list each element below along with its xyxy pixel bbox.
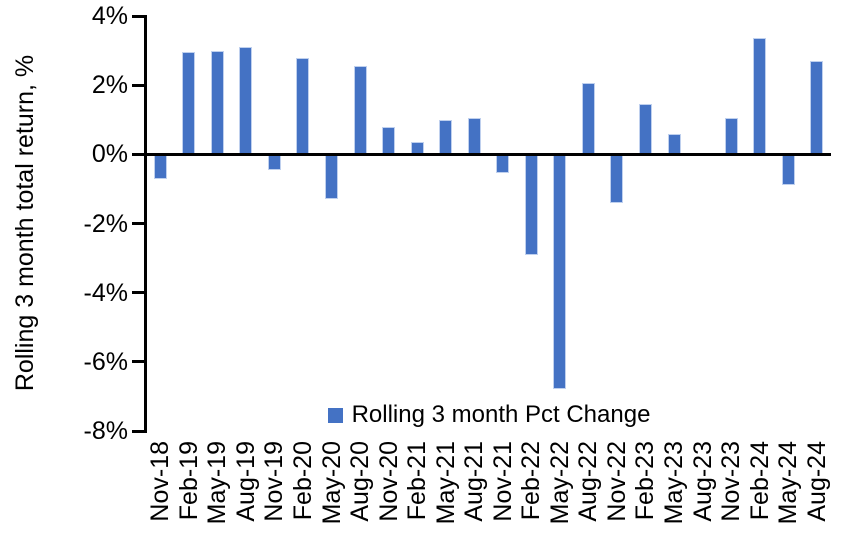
x-tick-label: Feb-19 xyxy=(174,441,203,521)
bar xyxy=(810,60,824,155)
y-axis-title: Rolling 3 month total return, % xyxy=(11,54,39,392)
bar xyxy=(610,154,624,203)
bar xyxy=(496,154,510,174)
x-tick-label: May-22 xyxy=(545,441,574,525)
y-tick-label: -8% xyxy=(83,417,128,445)
x-tick-label: Aug-19 xyxy=(231,441,260,522)
legend-swatch xyxy=(327,407,343,423)
y-tick-mark xyxy=(132,429,145,433)
bar xyxy=(296,57,310,155)
x-tick-label: Nov-20 xyxy=(374,441,403,522)
y-axis-line xyxy=(144,15,147,433)
bar xyxy=(667,133,681,155)
y-tick-mark xyxy=(132,14,145,18)
bar xyxy=(724,118,738,155)
x-tick-label: Feb-23 xyxy=(631,441,660,521)
bar xyxy=(467,118,481,155)
y-tick-mark xyxy=(132,152,145,156)
x-tick-label: May-23 xyxy=(660,441,689,525)
y-tick-label: -4% xyxy=(83,278,128,307)
x-tick-label: Nov-21 xyxy=(488,441,517,522)
x-tick-label: Feb-21 xyxy=(403,441,432,521)
y-tick-mark xyxy=(132,222,145,225)
x-tick-label: Feb-20 xyxy=(288,441,317,521)
x-tick-label: Feb-24 xyxy=(745,441,774,521)
x-tick-label: Nov-23 xyxy=(717,441,746,522)
bar xyxy=(239,47,253,155)
x-tick-label: Feb-22 xyxy=(517,441,546,521)
y-tick-label: 4% xyxy=(91,2,128,30)
x-tick-label: Aug-20 xyxy=(346,441,375,522)
x-tick-label: May-20 xyxy=(317,441,346,525)
y-tick-label: -6% xyxy=(83,347,128,376)
x-tick-label: Aug-24 xyxy=(802,441,831,522)
bar xyxy=(638,104,652,155)
x-tick-label: May-19 xyxy=(203,441,232,525)
bar xyxy=(153,154,167,179)
legend-label: Rolling 3 month Pct Change xyxy=(351,401,651,428)
bar xyxy=(524,154,538,255)
x-tick-label: May-21 xyxy=(431,441,460,525)
bar xyxy=(267,154,281,170)
bar xyxy=(182,52,196,155)
zero-baseline xyxy=(144,152,831,156)
legend: Rolling 3 month Pct Change xyxy=(146,400,832,430)
y-tick-mark xyxy=(132,83,145,87)
y-tick-mark xyxy=(132,360,145,364)
bar xyxy=(353,66,367,155)
bar xyxy=(439,119,453,155)
y-tick-label: 2% xyxy=(91,71,128,100)
bar xyxy=(553,154,567,390)
x-tick-label: Nov-19 xyxy=(260,441,289,522)
bar xyxy=(753,38,767,155)
bar xyxy=(781,154,795,186)
bar xyxy=(382,126,396,155)
y-tick-label: 0% xyxy=(91,140,128,169)
x-tick-label: May-24 xyxy=(774,441,803,525)
bar xyxy=(210,50,224,155)
y-tick-mark xyxy=(132,291,145,295)
x-tick-label: Nov-22 xyxy=(602,441,631,522)
x-tick-label: Nov-18 xyxy=(146,441,175,522)
y-tick-label: -2% xyxy=(83,209,128,238)
bar xyxy=(581,83,595,155)
x-tick-label: Aug-23 xyxy=(688,441,717,522)
bar xyxy=(325,154,339,200)
x-tick-label: Aug-22 xyxy=(574,441,603,522)
x-tick-label: Aug-21 xyxy=(460,441,489,522)
